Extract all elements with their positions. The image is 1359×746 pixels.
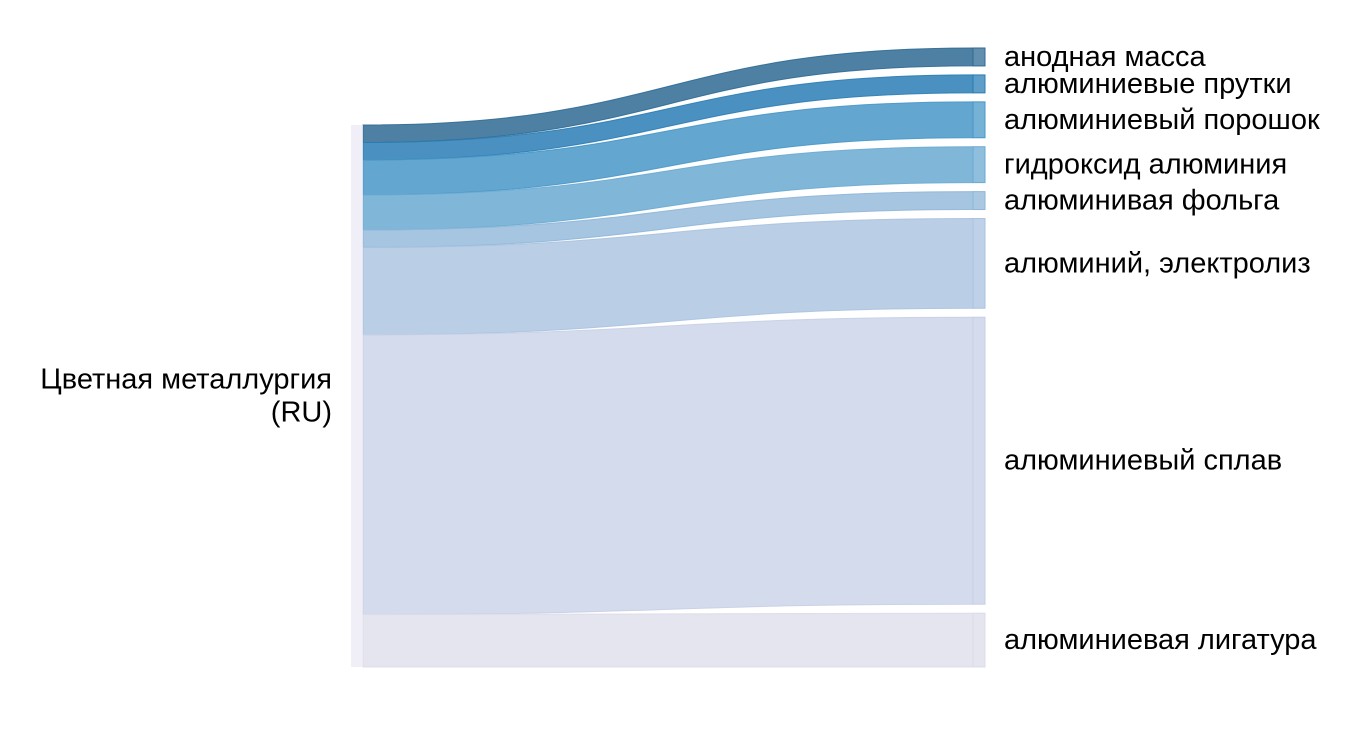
nodes-layer [351,47,986,668]
target-label: алюминиевая лигатура [1004,624,1317,656]
target-node-алюминий-электролиз [972,218,986,309]
target-label: алюминий, электролиз [1004,247,1311,279]
target-node-алюминиевая-лигатура [972,612,986,668]
target-node-анодная-масса [972,47,986,67]
target-node-алюминиевый-сплав [972,316,986,605]
link-алюминиевый-сплав [362,316,974,616]
target-node-алюминиевые-прутки [972,74,986,94]
target-node-гидроксид-алюминия [972,146,986,184]
target-label: алюминивая фольга [1004,185,1280,217]
target-label: анодная масса [1004,41,1207,73]
target-label: алюминиевый порошок [1004,104,1320,136]
target-node-алюминивая-фольга [972,191,986,211]
link-алюминиевая-лигатура [362,612,974,668]
target-node-алюминиевый-порошок [972,101,986,139]
source-label-line: (RU) [271,397,332,429]
source-label-line: Цветная металлургия [40,364,332,396]
target-label: алюминиевые прутки [1004,68,1292,100]
source-node [351,125,363,667]
target-label: алюминиевый сплав [1004,445,1282,477]
links-layer [362,47,974,668]
target-label: гидроксид алюминия [1004,149,1287,181]
